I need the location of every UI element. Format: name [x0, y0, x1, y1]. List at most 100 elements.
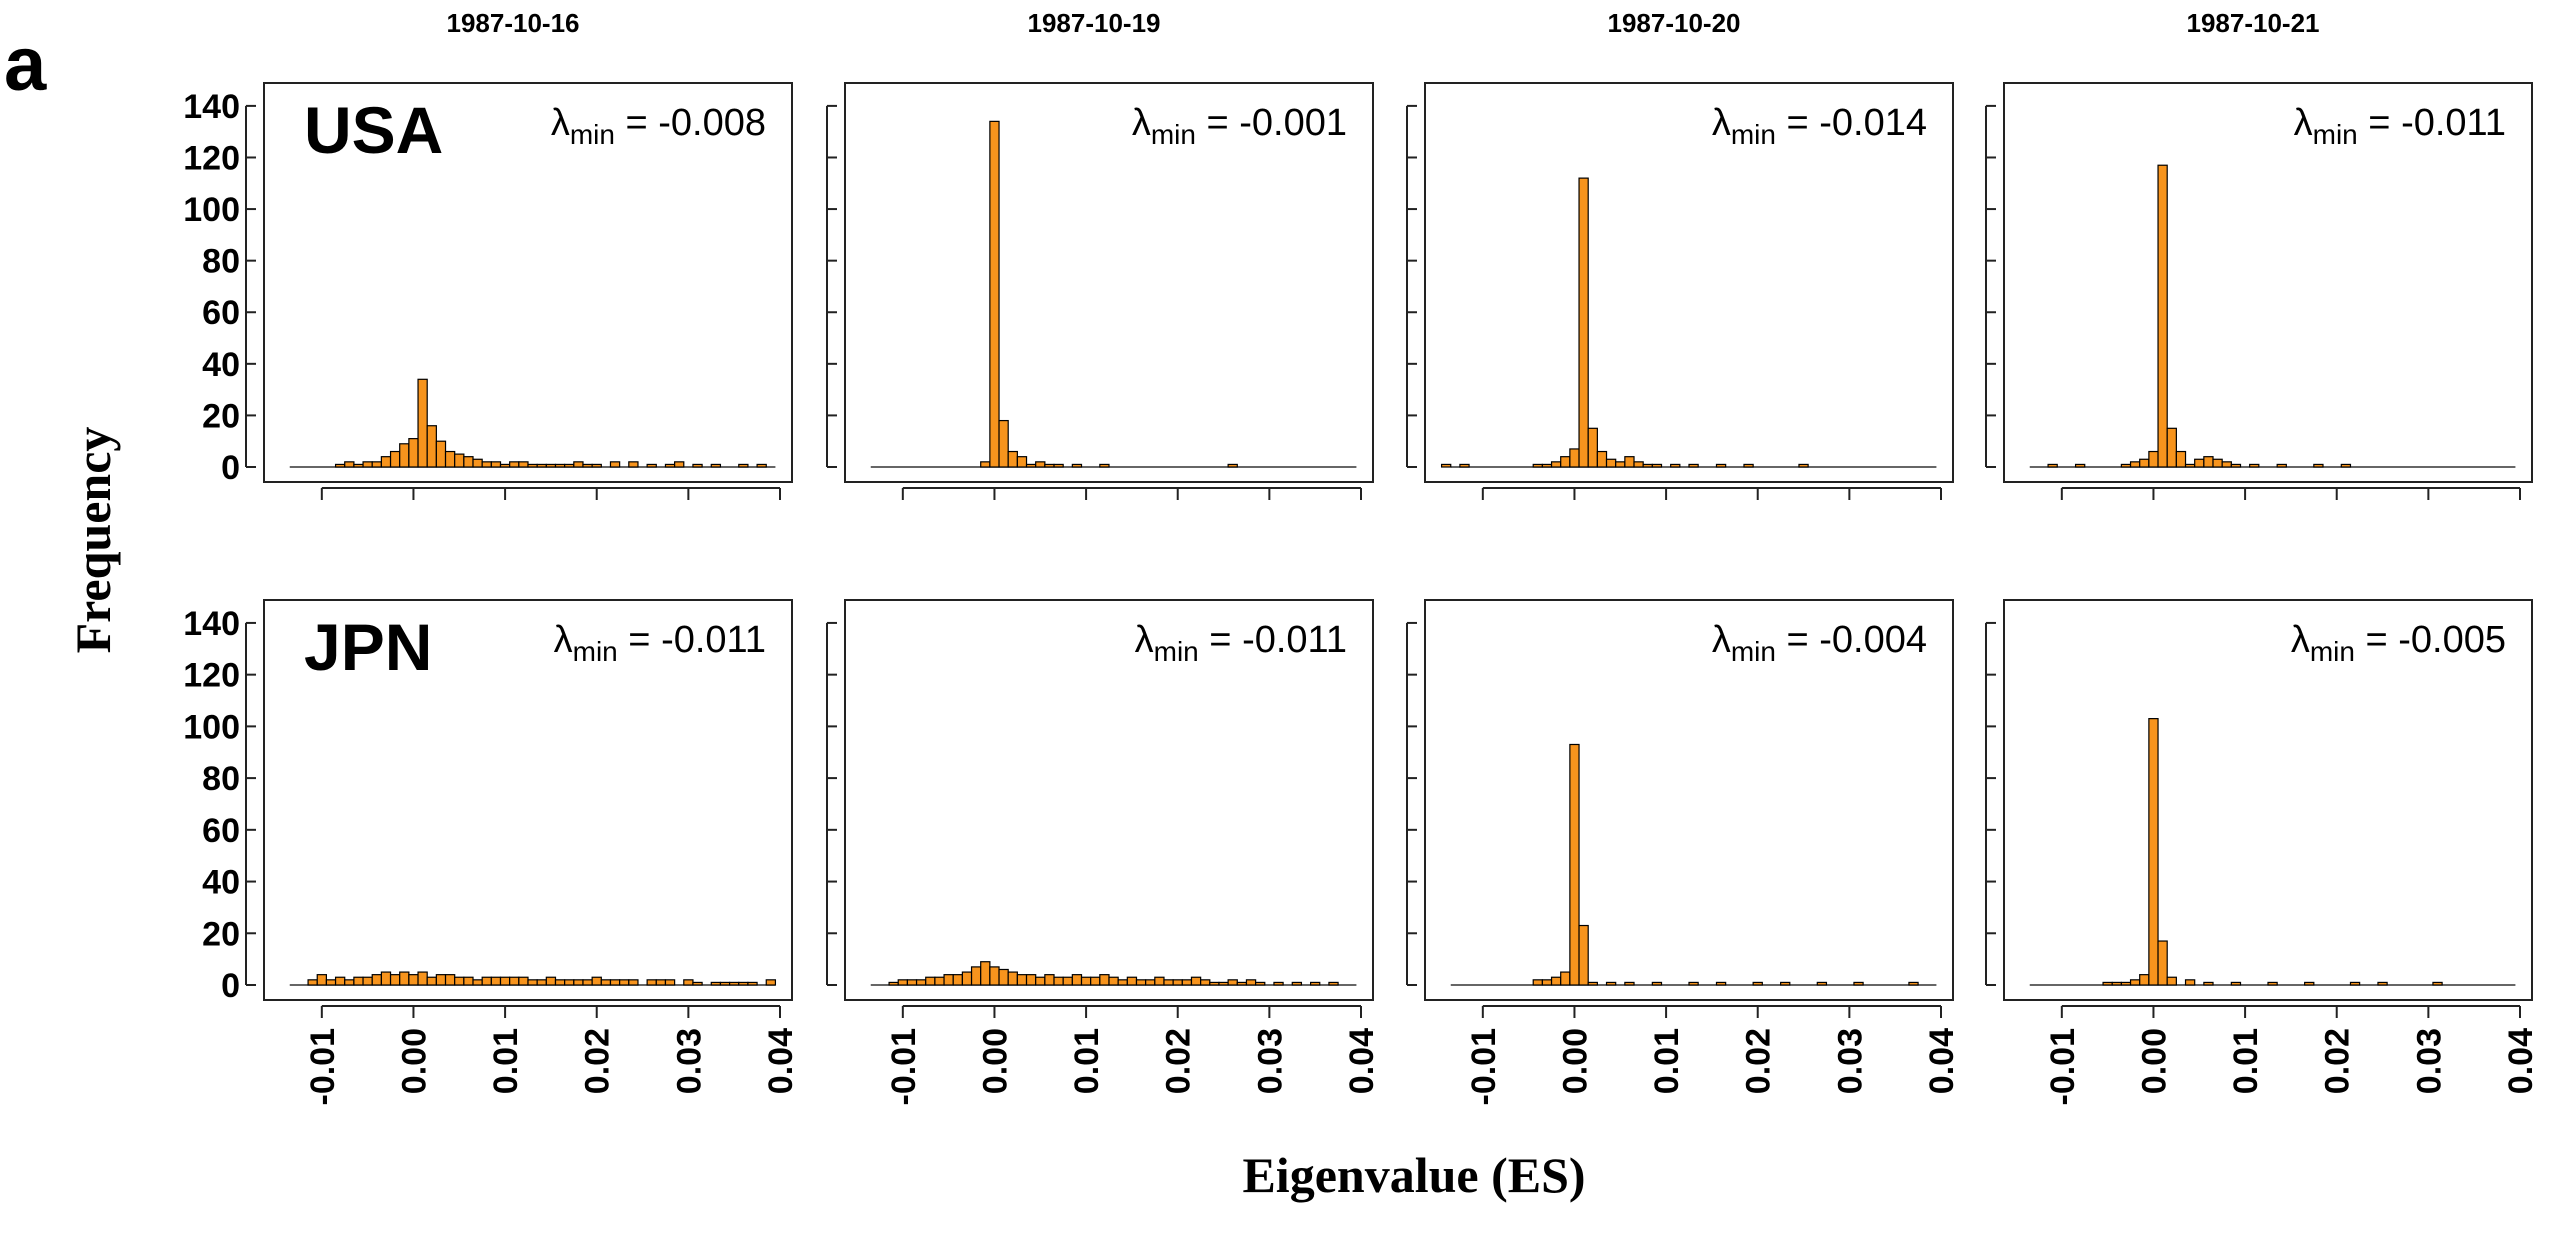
y-tick-label: 60: [202, 294, 240, 332]
histogram-bar: [1440, 463, 1452, 468]
x-tick-label: 0.04: [762, 1028, 800, 1094]
histogram-bar: [1578, 177, 1589, 468]
x-tick-label: 0.00: [976, 1028, 1014, 1094]
histogram-bar: [747, 981, 758, 986]
histogram-bar: [1209, 981, 1220, 986]
histogram-bar: [1163, 979, 1174, 986]
histogram-bar: [490, 976, 502, 986]
histogram-bar: [1099, 463, 1110, 468]
x-tick-label: 0.03: [1251, 1028, 1289, 1094]
histogram-bar: [692, 463, 703, 468]
lambda-min-label: λmin = -0.008: [551, 102, 766, 150]
lambda-min-value: -0.008: [658, 102, 766, 144]
histogram-bar: [1117, 979, 1128, 986]
histogram-bar: [353, 976, 364, 986]
panel-jpn-1987-10-20: -0.01 0.00 0.01 0.02 0.03 0.04 λmin = -0.004: [1406, 599, 1961, 1106]
histogram-bar: [1291, 981, 1303, 986]
histogram-bar: [554, 463, 566, 468]
histogram-bar: [2377, 981, 2388, 986]
histogram-bar: [1633, 461, 1644, 468]
y-tick-label: 80: [202, 243, 240, 281]
x-tick-label: 0.03: [2410, 1028, 2448, 1094]
lambda-min-value: -0.014: [1819, 102, 1927, 144]
lambda-subscript: min: [570, 119, 615, 150]
histogram-bar: [1532, 979, 1543, 986]
histogram-bar: [2047, 463, 2058, 468]
histogram-bar: [362, 461, 373, 468]
histogram-bar: [463, 456, 474, 468]
histogram-bar: [1181, 979, 1193, 986]
histogram-bar: [664, 463, 676, 468]
histogram-bar: [1587, 981, 1598, 986]
histogram-bar: [1035, 976, 1046, 986]
date-header: 1987-10-21: [2187, 8, 2320, 38]
x-tick-label: 0.04: [2502, 1028, 2540, 1094]
lambda-symbol: λ: [2291, 619, 2310, 661]
histogram-bar: [1853, 981, 1864, 986]
histogram-bar: [1459, 463, 1470, 468]
histogram-bar: [2166, 427, 2177, 468]
lambda-min-label: λmin = -0.011: [1135, 619, 1347, 667]
histogram-bar: [2230, 463, 2242, 468]
histogram-bar: [435, 440, 447, 468]
lambda-equals: =: [2358, 102, 2401, 144]
histogram-bar: [2157, 164, 2168, 468]
histogram-bar: [2129, 979, 2141, 986]
plot-frame: [1424, 82, 1954, 483]
histogram-bar: [472, 458, 483, 468]
histogram-bar: [1044, 463, 1055, 468]
y-tick-label: 140: [183, 605, 240, 643]
lambda-min-value: -0.001: [1239, 102, 1347, 144]
x-tick-label: 0.01: [1068, 1028, 1106, 1094]
histogram-bar: [609, 461, 621, 468]
histogram-bar: [380, 456, 392, 468]
histogram-bar: [2139, 974, 2150, 986]
histogram-bar: [509, 976, 520, 986]
x-tick-label: 0.02: [1740, 1028, 1778, 1094]
histogram-bar: [573, 979, 584, 986]
panel-jpn-1987-10-21: -0.01 0.00 0.01 0.02 0.03 0.04 λmin = -0.005: [1985, 599, 2540, 1106]
histogram-bar: [609, 979, 621, 986]
histogram-bar: [1642, 463, 1653, 468]
lambda-min-value: -0.011: [1242, 619, 1347, 661]
histogram-bar: [2203, 456, 2214, 468]
histogram-bar: [1651, 981, 1663, 986]
lambda-subscript: min: [1151, 119, 1196, 150]
histogram-bar: [1624, 456, 1635, 468]
histogram-bar: [527, 463, 538, 468]
lambda-subscript: min: [1731, 119, 1776, 150]
histogram-bar: [389, 450, 401, 468]
date-header: 1987-10-16: [447, 8, 580, 38]
histogram-bar: [1688, 463, 1699, 468]
x-axis-title: Eigenvalue (ES): [1242, 1147, 1585, 1203]
histogram-bar: [1615, 461, 1626, 468]
histogram-bar: [1651, 463, 1663, 468]
lambda-symbol: λ: [1135, 619, 1154, 661]
histogram-bar: [1587, 427, 1598, 468]
histogram-bar: [380, 971, 392, 986]
date-header: 1987-10-19: [1028, 8, 1161, 38]
histogram-bar: [897, 979, 909, 986]
histogram-bar: [1798, 463, 1809, 468]
histogram-bar: [582, 463, 593, 468]
histogram-bar: [1071, 974, 1083, 986]
plot-frame: [2003, 599, 2533, 1001]
panel-jpn-1987-10-16: 0 20 40 60 80 100 120 140 -0.01 0.00 0.01 0.02 0.03 0…: [183, 599, 800, 1106]
histogram-bar: [1569, 448, 1580, 468]
x-tick-label: 0.01: [1648, 1028, 1686, 1094]
histogram-bar: [1688, 981, 1699, 986]
histogram-bar: [1780, 981, 1791, 986]
histogram-bar: [2120, 981, 2132, 986]
histogram-bar: [1025, 974, 1037, 986]
x-tick-label: -0.01: [1465, 1028, 1503, 1106]
histogram-bar: [961, 971, 973, 986]
histogram-bar: [490, 461, 502, 468]
histogram-bar: [1126, 976, 1138, 986]
histogram-bar: [1752, 981, 1763, 986]
histogram-bar: [692, 981, 703, 986]
histogram-bar: [628, 979, 639, 986]
histogram-bar: [619, 979, 630, 986]
histogram-bar: [499, 463, 511, 468]
histogram-bar: [980, 961, 991, 986]
histogram-bar: [2184, 463, 2196, 468]
